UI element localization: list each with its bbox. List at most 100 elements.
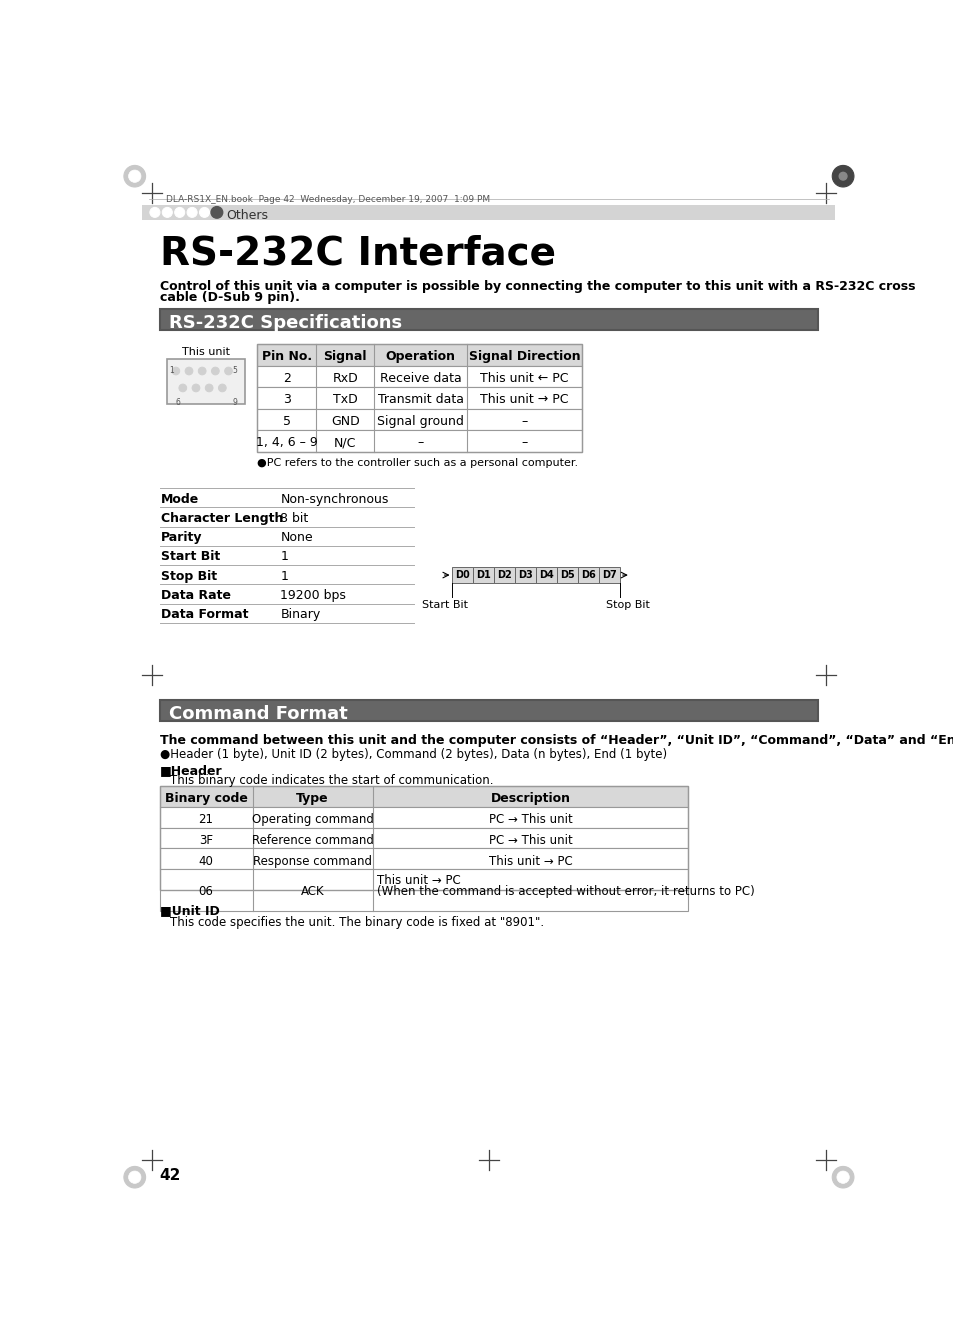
Text: 1: 1	[170, 366, 174, 375]
Circle shape	[172, 367, 179, 375]
Text: Description: Description	[490, 792, 570, 805]
Bar	[557, 567, 578, 583]
Text: 21: 21	[198, 813, 213, 825]
Text: D3: D3	[517, 571, 533, 580]
Text: Start Bit: Start Bit	[421, 600, 467, 610]
Circle shape	[212, 367, 219, 375]
Text: cable (D-Sub 9 pin).: cable (D-Sub 9 pin).	[159, 291, 299, 304]
Text: 2: 2	[282, 371, 291, 385]
Circle shape	[205, 385, 213, 391]
Text: Binary: Binary	[280, 608, 320, 622]
Text: None: None	[280, 531, 313, 544]
Text: Start Bit: Start Bit	[161, 551, 220, 563]
Text: –: –	[521, 437, 527, 449]
Text: Mode: Mode	[161, 493, 199, 505]
Bar	[494, 567, 515, 583]
Text: RS-232C Interface: RS-232C Interface	[159, 234, 555, 272]
Text: 3F: 3F	[199, 833, 213, 847]
Text: Character Length: Character Length	[161, 512, 283, 525]
Bar	[159, 870, 687, 911]
Text: ■Unit ID: ■Unit ID	[159, 905, 219, 917]
Text: ACK: ACK	[300, 886, 324, 898]
Circle shape	[836, 1171, 848, 1183]
Text: 42: 42	[159, 1168, 181, 1183]
Bar	[159, 848, 687, 870]
Bar	[257, 344, 581, 452]
Text: ●PC refers to the controller such as a personal computer.: ●PC refers to the controller such as a p…	[257, 458, 578, 468]
Text: The command between this unit and the computer consists of “Header”, “Unit ID”, : The command between this unit and the co…	[159, 734, 953, 748]
Text: ●Header (1 byte), Unit ID (2 bytes), Command (2 bytes), Data (n bytes), End (1 b: ●Header (1 byte), Unit ID (2 bytes), Com…	[159, 748, 666, 761]
Text: 9: 9	[233, 398, 237, 407]
Text: PC → This unit: PC → This unit	[488, 833, 572, 847]
Text: –: –	[417, 437, 423, 449]
Bar	[257, 344, 581, 366]
Circle shape	[124, 165, 146, 188]
Text: 19200 bps: 19200 bps	[280, 588, 346, 602]
Text: 6: 6	[213, 209, 220, 220]
Text: D1: D1	[476, 571, 491, 580]
Text: 8 bit: 8 bit	[280, 512, 309, 525]
Circle shape	[185, 367, 193, 375]
Text: 5: 5	[233, 366, 237, 375]
Text: Data Rate: Data Rate	[161, 588, 231, 602]
Text: Receive data: Receive data	[379, 371, 461, 385]
Circle shape	[199, 208, 210, 217]
Bar	[473, 567, 494, 583]
Circle shape	[179, 385, 187, 391]
Circle shape	[192, 385, 199, 391]
Text: Binary code: Binary code	[165, 792, 247, 805]
Text: Non-synchronous: Non-synchronous	[280, 493, 389, 505]
Text: D2: D2	[497, 571, 512, 580]
Text: Operation: Operation	[385, 350, 456, 363]
Circle shape	[224, 367, 233, 375]
Text: GND: GND	[331, 415, 359, 427]
Text: RS-232C Specifications: RS-232C Specifications	[169, 314, 401, 332]
Circle shape	[211, 206, 222, 218]
Text: Signal Direction: Signal Direction	[468, 350, 579, 363]
Text: PC → This unit: PC → This unit	[488, 813, 572, 825]
Bar	[159, 787, 687, 807]
Text: Signal ground: Signal ground	[376, 415, 464, 427]
Circle shape	[124, 1166, 146, 1189]
Circle shape	[150, 208, 160, 217]
Bar	[159, 787, 687, 890]
Bar	[515, 567, 536, 583]
Text: D6: D6	[580, 571, 596, 580]
Text: D0: D0	[456, 571, 470, 580]
Circle shape	[831, 1166, 853, 1189]
Text: Response command: Response command	[253, 855, 372, 867]
Bar	[159, 699, 818, 721]
Text: This binary code indicates the start of communication.: This binary code indicates the start of …	[170, 775, 493, 788]
Bar	[598, 567, 619, 583]
Text: D4: D4	[538, 571, 554, 580]
Text: This code specifies the unit. The binary code is fixed at "8901".: This code specifies the unit. The binary…	[170, 917, 543, 929]
Text: 1, 4, 6 – 9: 1, 4, 6 – 9	[255, 437, 317, 449]
Text: TxD: TxD	[333, 394, 357, 406]
Bar	[159, 828, 687, 848]
Text: 5: 5	[282, 415, 291, 427]
Text: Transmit data: Transmit data	[377, 394, 463, 406]
Bar	[536, 567, 557, 583]
Text: 3: 3	[282, 394, 291, 406]
Circle shape	[187, 208, 197, 217]
Text: Stop Bit: Stop Bit	[605, 600, 649, 610]
Text: This unit → PC: This unit → PC	[377, 874, 460, 887]
Circle shape	[831, 165, 853, 188]
Text: DLA-RS1X_EN.book  Page 42  Wednesday, December 19, 2007  1:09 PM: DLA-RS1X_EN.book Page 42 Wednesday, Dece…	[166, 194, 489, 204]
Text: 1: 1	[280, 551, 288, 563]
Text: Control of this unit via a computer is possible by connecting the computer to th: Control of this unit via a computer is p…	[159, 280, 914, 293]
Text: 40: 40	[198, 855, 213, 867]
Bar	[159, 308, 818, 330]
Text: (When the command is accepted without error, it returns to PC): (When the command is accepted without er…	[377, 884, 754, 898]
Text: Stop Bit: Stop Bit	[161, 570, 217, 583]
Text: This unit → PC: This unit → PC	[488, 855, 572, 867]
Text: RxD: RxD	[332, 371, 357, 385]
Circle shape	[129, 170, 141, 182]
Circle shape	[174, 208, 185, 217]
Text: D5: D5	[559, 571, 575, 580]
Text: –: –	[521, 415, 527, 427]
Text: Data Format: Data Format	[161, 608, 249, 622]
Text: 6: 6	[175, 398, 180, 407]
Text: 06: 06	[198, 886, 213, 898]
Text: Pin No.: Pin No.	[261, 350, 312, 363]
